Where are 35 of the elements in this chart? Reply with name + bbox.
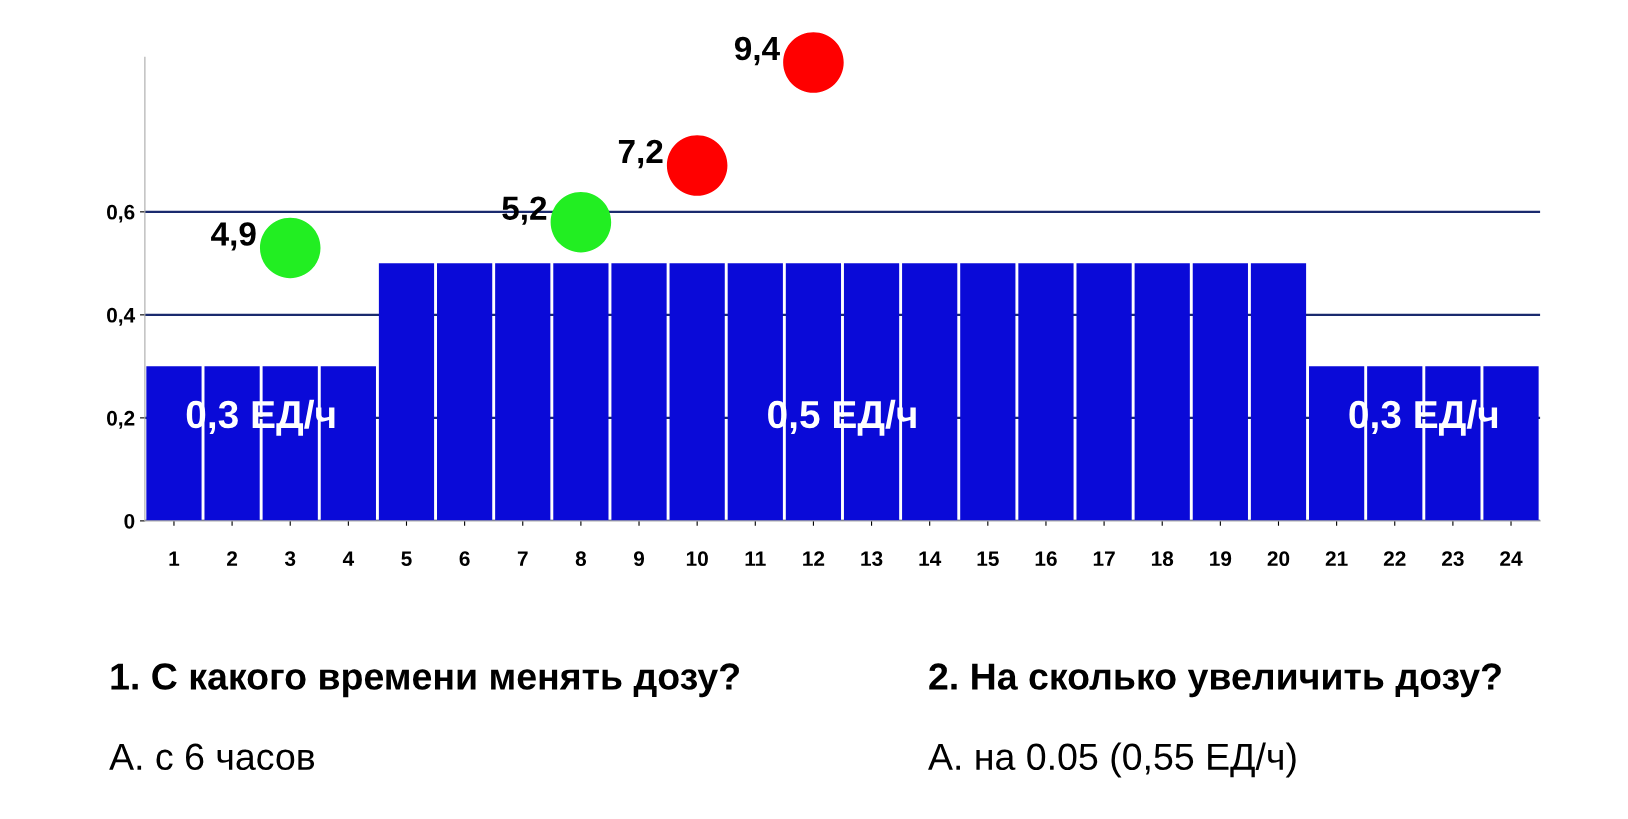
text: А. на 0.05 (0,55 ЕД/ч) [928, 742, 1296, 778]
x-tick-label: 16 [1035, 551, 1057, 567]
y-tick-label: 0,6 [107, 204, 135, 223]
x-tick-label: 22 [1383, 551, 1406, 566]
x-tick-label: 11 [745, 551, 766, 566]
text: А. с 6 часов [109, 743, 315, 771]
x-tick-label: 2 [227, 551, 238, 566]
x-tick-label: 13 [861, 551, 883, 567]
annotation: 9,4 [734, 36, 780, 66]
x-tick-label: 23 [1442, 551, 1464, 567]
x-tick-label: 20 [1267, 551, 1290, 567]
x-tick-label: 14 [919, 551, 942, 566]
y-tick-label: 0,4 [107, 307, 136, 326]
x-tick-label: 9 [633, 551, 645, 567]
annotation: 7,2 [618, 139, 663, 169]
text: 1. С какого времени менять дозу? [111, 663, 739, 698]
x-tick-label: 4 [342, 551, 355, 566]
x-tick-label: 8 [575, 551, 587, 567]
x-tick-label: 12 [803, 551, 825, 566]
x-tick-label: 17 [1093, 551, 1115, 566]
text: 2. На сколько увеличить дозу? [929, 663, 1501, 698]
x-tick-label: 3 [284, 551, 296, 567]
y-tick-label: 0,2 [107, 410, 135, 429]
x-tick-label: 18 [1151, 551, 1174, 567]
x-tick-label: 6 [459, 551, 470, 567]
annotation: 4,9 [211, 222, 256, 251]
x-tick-label: 24 [1500, 551, 1523, 566]
x-tick-label: 10 [686, 551, 708, 567]
x-tick-label: 5 [401, 551, 412, 567]
x-tick-label: 21 [1325, 551, 1348, 566]
x-tick-label: 7 [517, 551, 528, 566]
x-tick-label: 19 [1210, 551, 1232, 567]
y-tick-label: 0 [124, 513, 135, 529]
x-tick-label: 1 [169, 551, 180, 566]
x-tick-label: 15 [977, 551, 999, 567]
